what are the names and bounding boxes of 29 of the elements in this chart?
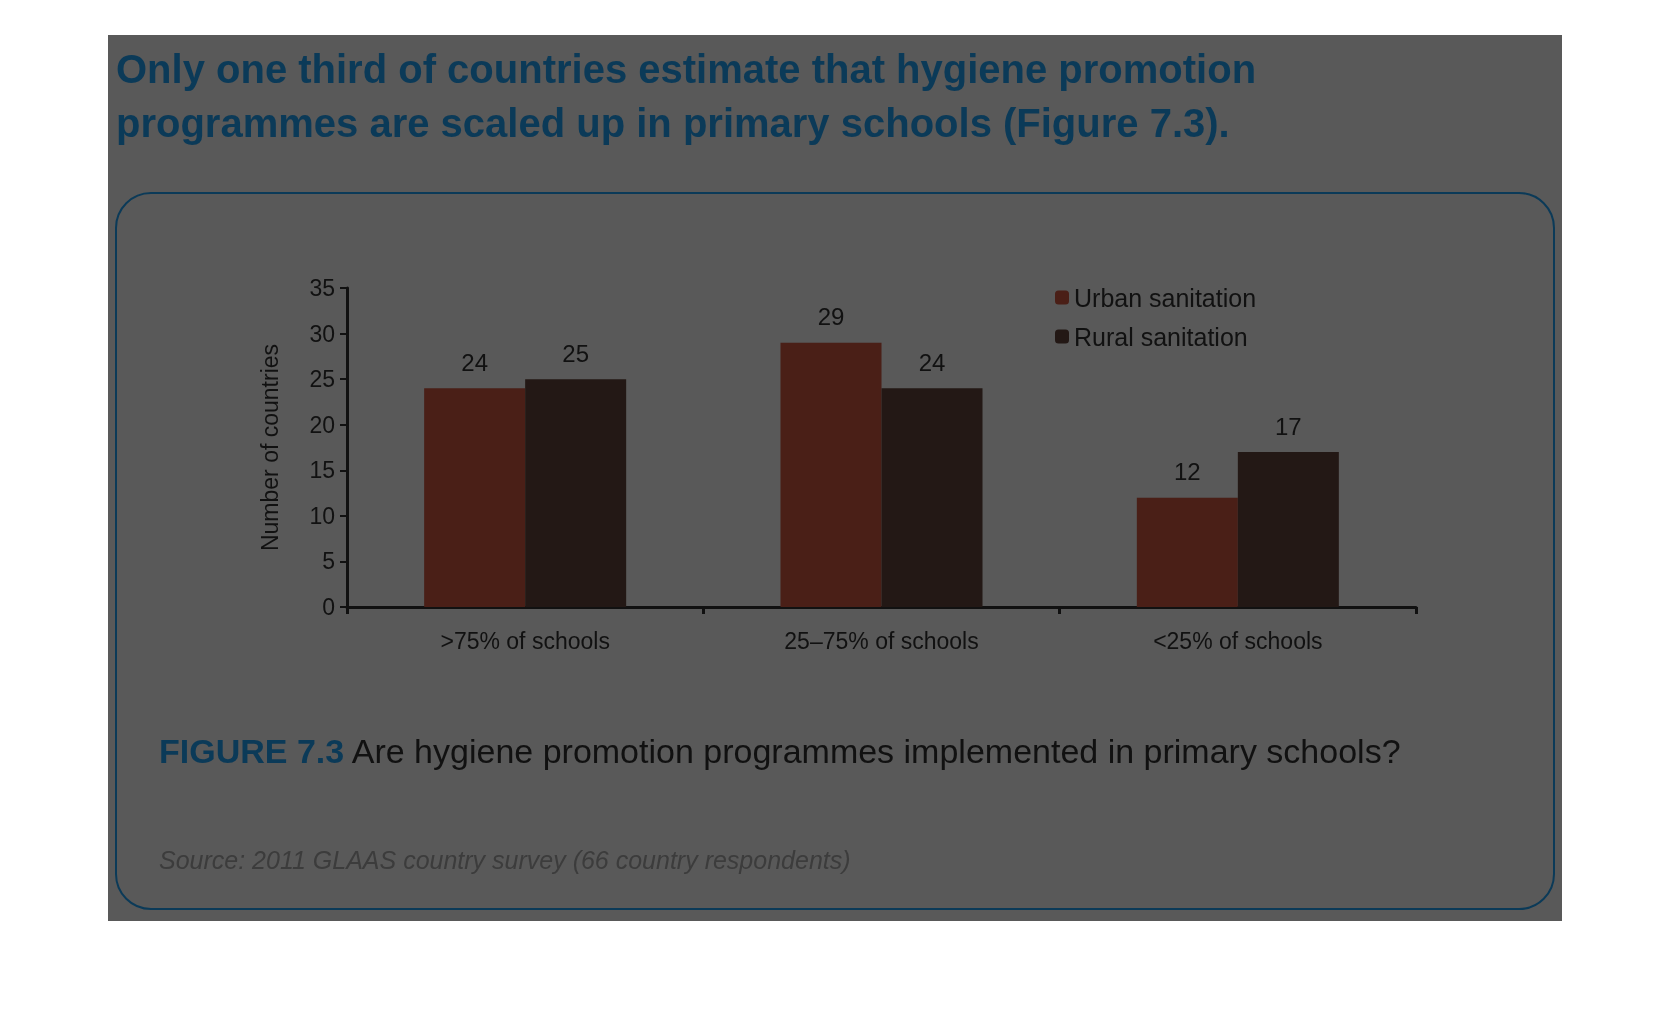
legend-label: Urban sanitation <box>1074 283 1257 312</box>
data-label: 25 <box>562 339 590 367</box>
y-tick-label: 30 <box>309 320 335 347</box>
chart-title: Only one third of countries estimate that hygiene promotion programmes are scaled up in primary schools (Figure 7.3). <box>116 46 1258 147</box>
bar <box>780 342 882 607</box>
y-tick-label: 15 <box>309 457 335 484</box>
data-label: 17 <box>1274 412 1302 440</box>
y-tick-label: 0 <box>322 594 335 620</box>
y-tick-label: 20 <box>309 411 335 438</box>
bar <box>525 379 627 607</box>
y-tick-label: 10 <box>309 502 335 529</box>
data-label: 24 <box>918 348 946 376</box>
data-label: 24 <box>461 348 489 376</box>
y-tick-label: 35 <box>309 275 335 301</box>
y-axis-title: Number of countries <box>256 343 283 552</box>
legend-label: Rural sanitation <box>1074 322 1248 351</box>
bar <box>881 388 983 607</box>
y-tick-label: 25 <box>309 366 335 393</box>
bar <box>1136 497 1238 607</box>
x-tick-label: <25% of schools <box>1153 627 1323 654</box>
y-tick-label: 5 <box>322 548 335 575</box>
text: Are hygiene promotion programmes implemented in primary schools? <box>351 732 1401 770</box>
data-label: 29 <box>817 303 845 331</box>
bar <box>424 388 526 607</box>
x-tick-label: 25–75% of schools <box>784 627 979 654</box>
data-label: 12 <box>1173 458 1201 486</box>
x-tick-label: >75% of schools <box>440 627 610 654</box>
bar <box>1237 452 1339 607</box>
caption: FIGURE 7.3 <box>159 732 345 770</box>
